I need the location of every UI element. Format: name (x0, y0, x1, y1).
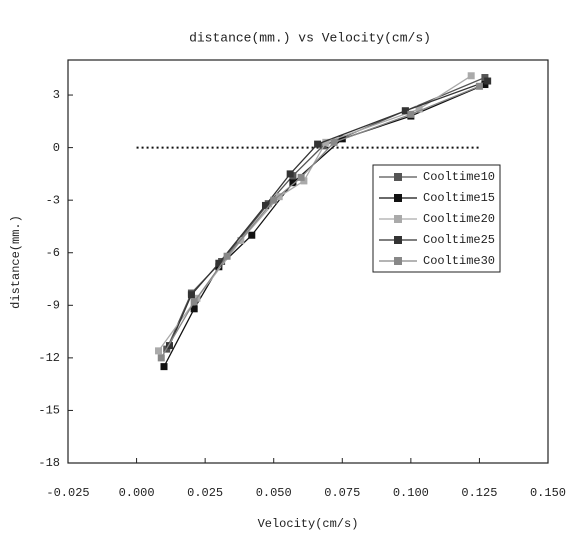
x-tick-label: 0.075 (324, 486, 360, 500)
plot-frame (67, 59, 549, 464)
data-point (401, 107, 409, 115)
data-point (155, 347, 163, 355)
y-tick-label: -12 (38, 351, 60, 365)
x-tick-label: 0.100 (393, 486, 429, 500)
legend-label: Cooltime25 (423, 233, 495, 247)
y-tick-label: -6 (46, 246, 60, 260)
data-point (407, 110, 415, 118)
data-point (160, 363, 168, 371)
series-line (160, 85, 480, 359)
y-tick-label: 0 (53, 141, 60, 155)
legend-label: Cooltime20 (423, 212, 495, 226)
data-point (481, 74, 489, 82)
data-point (415, 105, 423, 113)
data-point (484, 77, 492, 85)
legend-marker (394, 215, 402, 223)
legend-label: Cooltime10 (423, 170, 495, 184)
legend-marker (394, 236, 402, 244)
data-point (157, 354, 165, 362)
data-point (215, 259, 223, 267)
x-tick-label: 0.125 (461, 486, 497, 500)
chart-title: distance(mm.) vs Velocity(cm/s) (189, 30, 431, 45)
data-point (330, 138, 338, 146)
x-tick-label: 0.000 (119, 486, 155, 500)
data-point (190, 305, 198, 313)
series-line (163, 83, 486, 367)
data-point (187, 291, 195, 299)
x-tick-label: 0.025 (187, 486, 223, 500)
data-point (322, 138, 330, 146)
data-point (275, 193, 283, 201)
data-point (297, 173, 305, 181)
y-tick-label: -9 (46, 298, 60, 312)
data-point (314, 140, 322, 148)
data-point (286, 170, 294, 178)
x-tick-label: 0.150 (530, 486, 566, 500)
legend-marker (394, 257, 402, 265)
y-tick-label: 3 (53, 88, 60, 102)
data-point (467, 72, 475, 80)
data-point (165, 342, 173, 350)
y-tick-label: -3 (46, 193, 60, 207)
legend-marker (394, 194, 402, 202)
data-point (223, 252, 231, 260)
data-point (190, 298, 198, 306)
legend-label: Cooltime15 (423, 191, 495, 205)
data-point (475, 82, 483, 90)
y-axis-label: distance(mm.) (9, 215, 23, 309)
data-point (319, 142, 327, 150)
x-axis-label: Velocity(cm/s) (258, 517, 359, 531)
data-point (289, 179, 297, 187)
data-point (248, 231, 256, 239)
y-tick-label: -18 (38, 456, 60, 470)
x-tick-label: -0.025 (46, 486, 89, 500)
data-point (300, 177, 308, 185)
series-line (168, 80, 488, 346)
data-point (270, 196, 278, 204)
data-point (481, 81, 489, 89)
data-point (261, 201, 269, 209)
x-tick-label: 0.050 (256, 486, 292, 500)
legend-marker (394, 173, 402, 181)
legend-label: Cooltime30 (423, 254, 495, 268)
y-tick-label: -15 (38, 404, 60, 418)
